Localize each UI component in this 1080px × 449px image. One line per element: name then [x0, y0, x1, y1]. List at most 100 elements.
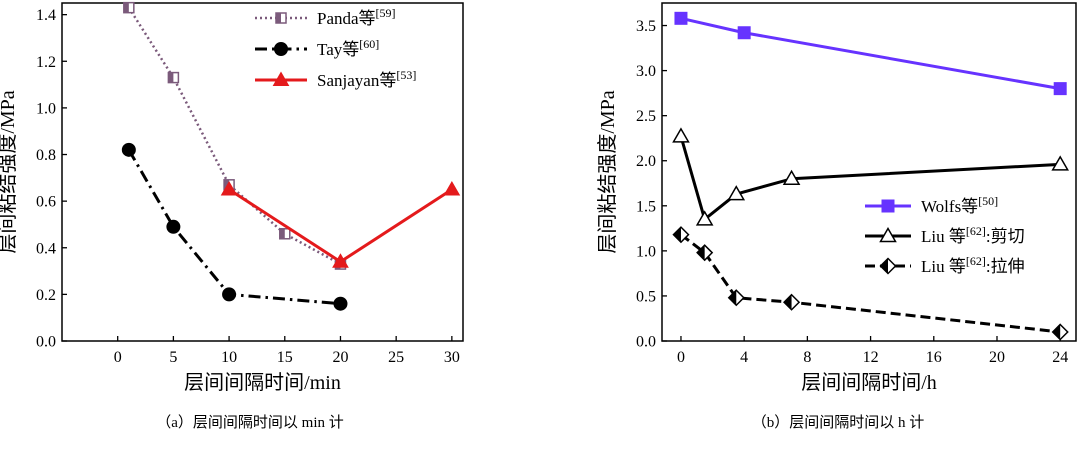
- legend-label-b-2: Liu 等[62]:拉伸: [921, 254, 1025, 276]
- data-point-a-0-3-fill: [279, 228, 285, 239]
- y-tick-label-a-7: 1.4: [36, 7, 56, 24]
- x-tick-label-a-4: 20: [332, 349, 348, 366]
- legend-marker-a-0-fill: [276, 13, 281, 23]
- x-tick-label-a-0: 0: [114, 349, 122, 366]
- data-point-b-2-2-fill: [728, 290, 737, 306]
- y-axis-title-b: 层间粘结强度/MPa: [596, 90, 619, 253]
- legend-label-b-1: Liu 等[62]:剪切: [921, 224, 1025, 246]
- x-tick-label-b-2: 8: [803, 349, 811, 366]
- x-tick-label-b-6: 24: [1052, 349, 1068, 366]
- legend-label-a-0: Panda等[59]: [317, 6, 396, 28]
- data-point-a-1-2: [222, 287, 237, 302]
- y-tick-label-a-0: 0.0: [36, 334, 56, 351]
- data-point-a-1-3-shape: [333, 296, 348, 311]
- data-point-b-1-2: [727, 185, 746, 201]
- legend-marker-b-1-shape: [879, 226, 897, 243]
- x-axis-title-b: 层间间隔时间/h: [801, 371, 937, 394]
- data-point-a-0-1: [167, 71, 180, 84]
- y-tick-label-a-4: 0.8: [36, 147, 56, 164]
- x-tick-label-b-4: 16: [926, 349, 942, 366]
- data-point-a-2-1-shape: [332, 253, 349, 268]
- data-point-b-2-4: [1051, 323, 1069, 341]
- data-point-b-1-4-shape: [1051, 155, 1069, 171]
- caption-b: （b）层间间隔时间以 h 计: [752, 414, 925, 431]
- data-point-b-2-0-fill: [673, 227, 681, 243]
- x-tick-label-b-3: 12: [863, 349, 879, 366]
- x-tick-label-a-2: 10: [221, 349, 237, 366]
- legend-marker-b-2-fill: [880, 258, 888, 274]
- data-point-b-2-3: [783, 293, 801, 311]
- y-tick-label-b-1: 0.5: [636, 288, 656, 305]
- chart-a: （a）层间间隔时间以 min 计 0 5 10 15 20 25 30 0.0 0.2 0.4 0.…: [0, 1, 464, 431]
- y-tick-label-a-2: 0.4: [36, 240, 56, 257]
- data-point-b-2-0: [672, 226, 690, 244]
- data-point-a-1-1-shape: [166, 219, 181, 234]
- data-point-a-2-0-shape: [220, 180, 238, 196]
- data-point-a-0-2-fill: [224, 179, 230, 190]
- legend-marker-b-2: [879, 257, 897, 275]
- y-axis-title-a: 层间粘结强度/MPa: [0, 90, 19, 253]
- y-tick-label-b-7: 3.5: [636, 18, 656, 35]
- x-tick-label-a-3: 15: [277, 349, 293, 366]
- legend-label-a-1: Tay等[60]: [317, 37, 379, 59]
- data-point-b-1-1: [695, 210, 714, 226]
- data-point-a-0-1-fill: [168, 72, 174, 83]
- legend-label-b-0: Wolfs等[50]: [921, 194, 998, 216]
- plot-frame-b: [661, 2, 1077, 342]
- series-line-a-0: [127, 6, 342, 266]
- series-line-b-2: [680, 233, 1061, 334]
- y-tick-label-b-3: 1.5: [636, 198, 656, 215]
- data-point-b-1-3-shape: [782, 169, 801, 186]
- data-point-a-2-0: [220, 180, 238, 196]
- y-tick-label-b-5: 2.5: [636, 108, 656, 125]
- series-line-a-1: [127, 149, 341, 306]
- x-tick-label-b-0: 0: [677, 349, 685, 366]
- y-tick-label-b-6: 3.0: [636, 63, 656, 80]
- data-point-a-2-2-shape: [443, 180, 461, 196]
- x-tick-label-a-5: 25: [388, 349, 404, 366]
- y-tick-label-a-6: 1.2: [36, 54, 56, 71]
- data-point-a-1-3: [333, 296, 348, 311]
- legend-marker-a-2-shape: [272, 71, 290, 86]
- data-point-a-1-2-shape: [222, 287, 237, 302]
- data-point-b-1-4: [1051, 155, 1069, 171]
- legend-marker-a-2: [272, 71, 290, 86]
- data-point-a-0-3: [279, 228, 291, 240]
- data-point-b-0-1: [737, 26, 751, 40]
- data-point-b-0-0-shape: [674, 11, 688, 25]
- legend-marker-b-0: [881, 199, 895, 213]
- caption-a: （a）层间间隔时间以 min 计: [156, 414, 344, 431]
- data-point-a-2-1: [332, 253, 349, 268]
- legend-marker-a-1: [274, 42, 288, 56]
- data-point-b-0-2: [1053, 82, 1067, 96]
- data-point-b-2-4-fill: [1052, 324, 1061, 340]
- x-tick-label-a-1: 5: [169, 349, 177, 366]
- data-point-b-0-0: [674, 11, 688, 25]
- data-point-b-0-1-shape: [737, 26, 751, 40]
- data-point-a-1-0: [121, 142, 136, 157]
- data-point-b-1-1-shape: [695, 210, 714, 226]
- x-tick-label-b-1: 4: [740, 349, 748, 366]
- data-point-b-1-2-shape: [727, 185, 746, 201]
- legend-label-a-2: Sanjayan等[53]: [317, 68, 416, 90]
- y-tick-label-b-0: 0.0: [636, 334, 656, 351]
- legend-marker-a-0: [275, 12, 287, 24]
- y-tick-label-a-5: 1.0: [36, 100, 56, 117]
- x-tick-label-b-5: 20: [989, 349, 1005, 366]
- data-point-b-2-1: [696, 244, 714, 262]
- legend-marker-b-0-shape: [881, 199, 895, 213]
- y-tick-label-a-3: 0.6: [36, 194, 56, 211]
- y-tick-label-a-1: 0.2: [36, 287, 56, 304]
- data-point-b-2-2: [727, 289, 745, 307]
- plot-frame-a: [61, 2, 464, 342]
- data-point-b-0-2-shape: [1053, 82, 1067, 96]
- series-line-a-2: [228, 188, 453, 264]
- legend-marker-b-1: [879, 226, 897, 243]
- data-point-b-1-0: [672, 127, 690, 143]
- y-tick-label-b-4: 2.0: [636, 153, 656, 170]
- y-tick-label-b-2: 1.0: [636, 243, 656, 260]
- data-point-b-1-3: [782, 169, 801, 186]
- data-point-a-1-1: [166, 219, 181, 234]
- chart-b: （b）层间间隔时间以 h 计 0 4 8 12 16 20 24 0.0 0.5 1.0 1.5 2.…: [596, 2, 1077, 431]
